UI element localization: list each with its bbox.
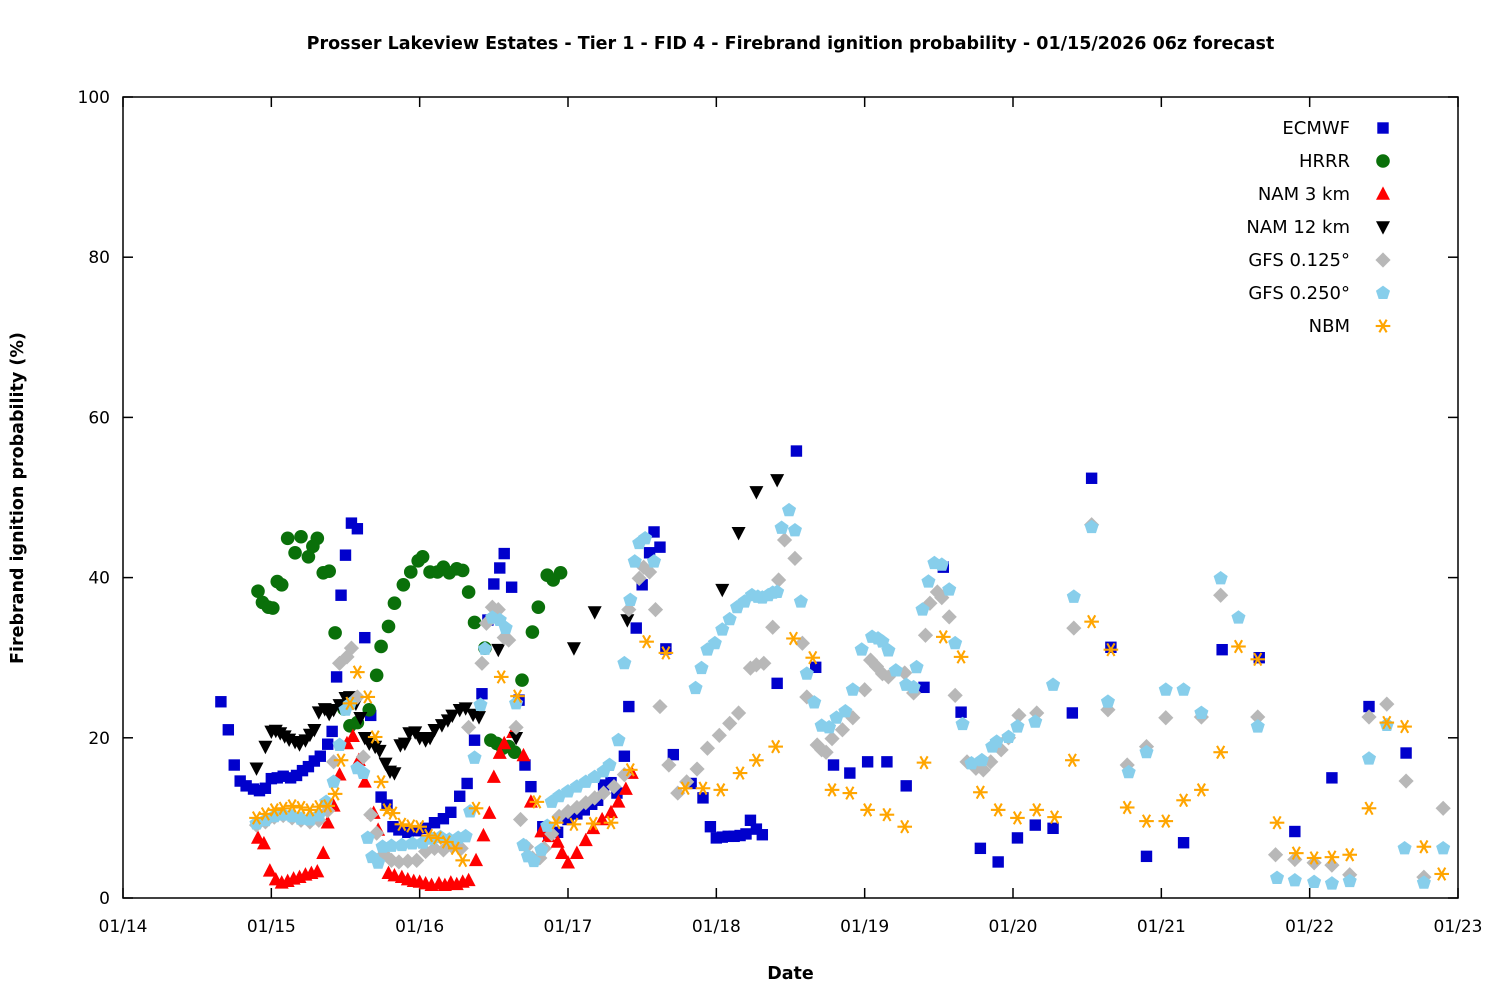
x-axis-title: Date (767, 964, 814, 984)
x-tick-label: 01/16 (395, 917, 444, 937)
series-GFS 0.125° (248, 517, 1451, 885)
legend-label-HRRR: HRRR (1299, 151, 1350, 172)
legend-marker-GFS 0.250° (1375, 285, 1391, 299)
axis-ticks (122, 96, 1459, 899)
legend-label-NBM: NBM (1309, 316, 1350, 337)
y-tick-label: 40 (88, 569, 110, 589)
x-tick-label: 01/20 (989, 917, 1038, 937)
y-tick-label: 0 (99, 889, 110, 909)
y-tick-label: 100 (78, 88, 110, 108)
y-tick-label: 20 (88, 729, 110, 749)
legend-label-NAM 12 km: NAM 12 km (1246, 217, 1350, 238)
legend-label-ECMWF: ECMWF (1282, 118, 1350, 139)
legend-marker-NAM 12 km (1376, 221, 1390, 235)
x-tick-label: 01/22 (1285, 917, 1334, 937)
x-tick-label: 01/19 (840, 917, 889, 937)
legend-label-NAM 3 km: NAM 3 km (1258, 184, 1350, 205)
series-NBM (249, 614, 1449, 881)
legend-marker-GFS 0.125° (1375, 252, 1391, 268)
legend-marker-ECMWF (1377, 122, 1389, 134)
plot-frame (122, 96, 1459, 899)
x-tick-label: 01/15 (247, 917, 296, 937)
legend-marker-NAM 3 km (1376, 186, 1390, 200)
legend-marker-NBM (1375, 319, 1391, 333)
x-tick-label: 01/14 (99, 917, 148, 937)
legend-label-GFS 0.125°: GFS 0.125° (1248, 250, 1350, 271)
y-tick-label: 60 (88, 408, 110, 428)
y-tick-label: 80 (88, 248, 110, 268)
x-tick-label: 01/23 (1434, 917, 1483, 937)
legend (1375, 122, 1391, 333)
legend-marker-HRRR (1376, 154, 1390, 168)
legend-label-GFS 0.250°: GFS 0.250° (1248, 283, 1350, 304)
x-tick-label: 01/17 (544, 917, 593, 937)
x-tick-label: 01/18 (692, 917, 741, 937)
chart-title: Prosser Lakeview Estates - Tier 1 - FID … (306, 34, 1275, 54)
x-tick-label: 01/21 (1137, 917, 1186, 937)
